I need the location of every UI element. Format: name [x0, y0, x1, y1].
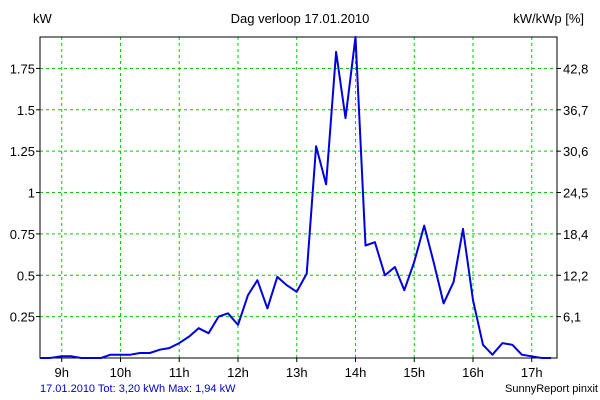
axes	[36, 36, 561, 362]
y-right-tick-label: 12,2	[563, 268, 588, 283]
x-tick-label: 11h	[169, 365, 190, 380]
x-tick-label: 15h	[403, 365, 425, 380]
x-tick-label: 12h	[227, 365, 249, 380]
y-right-tick-label: 24,5	[563, 186, 588, 201]
y-right-tick-label: 18,4	[563, 227, 588, 242]
tick-labels: 9h 10h 11h 12h 13h 14h 15h 16h 17h 0.25 0.5 0.75 1 1.…	[10, 61, 589, 380]
x-tick-label: 14h	[345, 365, 367, 380]
y-axis-left-label: kW	[33, 11, 53, 26]
x-tick-label: 17h	[521, 365, 543, 380]
grid	[40, 37, 557, 358]
y-right-tick-label: 36,7	[563, 103, 588, 118]
x-tick-label: 16h	[462, 365, 484, 380]
y-left-tick-label: 0.25	[10, 310, 35, 325]
y-left-tick-label: 1	[28, 186, 35, 201]
y-right-tick-label: 6,1	[563, 310, 581, 325]
y-left-tick-label: 1.75	[10, 61, 35, 76]
y-left-tick-label: 0.75	[10, 227, 35, 242]
footer-summary: 17.01.2010 Tot: 3,20 kWh Max: 1,94 kW	[40, 383, 236, 395]
x-tick-label: 13h	[286, 365, 308, 380]
x-tick-label: 9h	[55, 365, 69, 380]
x-tick-label: 10h	[110, 365, 132, 380]
y-left-tick-label: 1.5	[17, 103, 35, 118]
y-right-tick-label: 30,6	[563, 144, 588, 159]
chart-title: Dag verloop 17.01.2010	[231, 11, 370, 26]
y-axis-right-label: kW/kWp [%]	[513, 11, 584, 26]
footer-credit: SunnyReport pinxit	[505, 383, 598, 395]
series-layer	[40, 36, 552, 359]
y-right-tick-label: 42,8	[563, 61, 588, 76]
power-series-line	[40, 36, 552, 359]
plot-frame	[39, 36, 558, 359]
y-left-tick-label: 1.25	[10, 144, 35, 159]
y-left-tick-label: 0.5	[17, 268, 35, 283]
